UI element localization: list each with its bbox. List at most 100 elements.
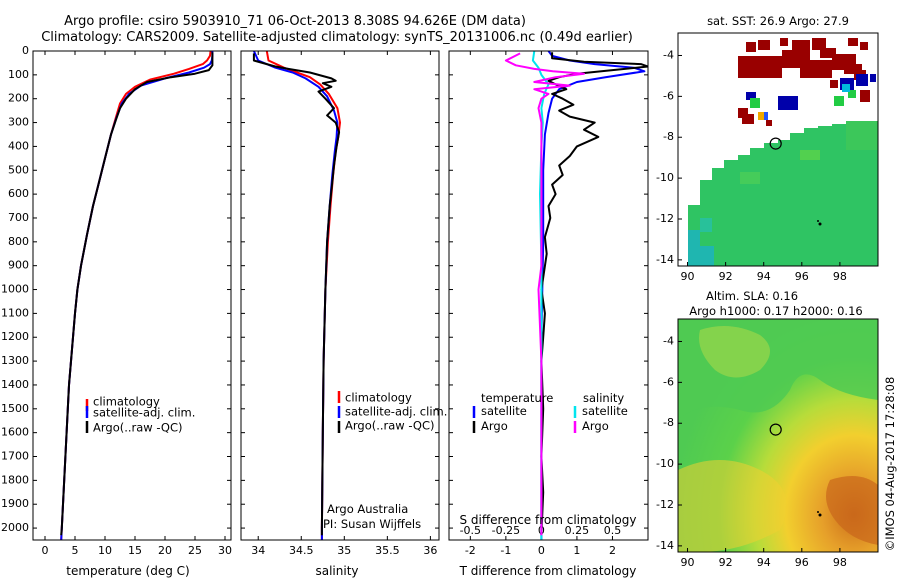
y-tick-label: 1900 [1, 497, 29, 510]
sla-map-frame [677, 318, 879, 553]
y-tick-label: 0 [22, 44, 29, 57]
legend-label-climatology: climatology [345, 391, 412, 405]
y-tick-label: 300 [8, 116, 29, 129]
y-tick-label: 2000 [1, 521, 29, 534]
temperature-legend: climatology satellite-adj. clim. Argo(..… [85, 395, 195, 435]
map-x-tick-label: 96 [795, 556, 809, 569]
map-y-tick-label: -12 [656, 212, 674, 225]
y-tick-label: 600 [8, 187, 29, 200]
y-tick-label: 100 [8, 68, 29, 81]
sst-map-title: sat. SST: 26.9 Argo: 27.9 [707, 14, 849, 28]
difference-panel: -2 -1 0 1 2-0.5 -0.25 0 0.25 0.5 T difference fr… [448, 50, 649, 578]
y-tick-label: 500 [8, 163, 29, 176]
map-y-tick-label: -8 [663, 416, 674, 429]
x-tick-label: 5 [72, 544, 79, 557]
map-x-tick-label: 96 [795, 270, 809, 283]
map-x-tick-label: 98 [833, 270, 847, 283]
argo-position-marker [769, 137, 782, 150]
x-tick-label: 10 [98, 544, 112, 557]
legend-label-S-argo: Argo [582, 419, 609, 433]
y-tick-label: 1100 [1, 306, 29, 319]
map-y-tick-label: -10 [656, 171, 674, 184]
sla-map-ticks: 90 92 94 96 98 -4 -6 -8 -10 -12 -14 [656, 334, 847, 569]
figure-title-line2: Climatology: CARS2009. Satellite-adjuste… [41, 30, 633, 45]
legend-label-satellite: satellite-adj. clim. [93, 406, 195, 420]
y-tick-label: 1500 [1, 402, 29, 415]
legend-label-T-satellite: satellite [481, 404, 527, 418]
salinity-axes-frame [240, 50, 440, 541]
y-tick-label: 800 [8, 235, 29, 248]
map-y-tick-label: -4 [663, 48, 674, 61]
map-y-tick-label: -14 [656, 539, 674, 552]
difference-xlabel-S: S difference from climatology [460, 513, 637, 527]
s-tick-label: 0.5 [604, 524, 622, 537]
s-tick-label: -0.5 [460, 524, 481, 537]
y-tick-label: 900 [8, 259, 29, 272]
sla-map-field [678, 319, 878, 552]
series-satellite-adj-clim- [60, 51, 214, 540]
legend-label-satellite: satellite-adj. clim. [345, 405, 447, 419]
sst-map-frame [677, 32, 879, 267]
temperature-panel: 0 5 10 15 20 25 300100200300400500600700800900… [1, 44, 232, 578]
temperature-xlabel: temperature (deg C) [66, 564, 189, 578]
x-tick-label: 30 [218, 544, 232, 557]
map-x-tick-label: 90 [681, 270, 695, 283]
difference-xlabel-T: T difference from climatology [459, 564, 637, 578]
map-y-tick-label: -6 [663, 375, 674, 388]
y-tick-label: 1400 [1, 378, 29, 391]
difference-legend: temperature salinity satellite Argo sate… [472, 391, 628, 433]
x-tick-label: 34 [251, 544, 265, 557]
y-tick-label: 1300 [1, 354, 29, 367]
map-y-tick-label: -10 [656, 457, 674, 470]
series-s-argo [504, 52, 585, 536]
series-argo [252, 53, 341, 536]
imos-credit: ©IMOS 04-Aug-2017 17:28:08 [883, 377, 897, 552]
map-y-tick-label: -14 [656, 253, 674, 266]
sst-map-ticks: 90 92 94 96 98 -4 -6 -8 -10 -12 -14 [656, 48, 847, 283]
map-y-tick-label: -6 [663, 89, 674, 102]
map-x-tick-label: 92 [719, 270, 733, 283]
series-t-argo [540, 52, 648, 536]
map-x-tick-label: 92 [719, 556, 733, 569]
legend-label-climatology: climatology [93, 395, 160, 409]
y-tick-label: 1700 [1, 450, 29, 463]
difference-series [504, 51, 648, 540]
pi-label: PI: Susan Wijffels [323, 517, 421, 531]
difference-axes-frame [448, 50, 649, 541]
y-tick-label: 400 [8, 139, 29, 152]
x-tick-label: 20 [158, 544, 172, 557]
sst-map-panel: sat. SST: 26.9 Argo: 27.9 [656, 14, 879, 283]
s-tick-label: 0.25 [565, 524, 590, 537]
y-tick-label: 700 [8, 211, 29, 224]
difference-ticks: -2 -1 0 1 2-0.5 -0.25 0 0.25 0.5 [449, 50, 648, 557]
map-x-tick-label: 90 [681, 556, 695, 569]
x-tick-label: -1 [500, 544, 511, 557]
salinity-panel: 34 34.5 35 35.5 36 salinity climatology sate… [240, 50, 447, 578]
map-x-tick-label: 98 [833, 556, 847, 569]
legend-header-salinity: salinity [583, 391, 624, 405]
y-tick-label: 200 [8, 92, 29, 105]
sla-map-title-2: Argo h1000: 0.17 h2000: 0.16 [689, 304, 862, 318]
temperature-ticks: 0 5 10 15 20 25 300100200300400500600700800900… [1, 44, 232, 557]
y-tick-label: 1000 [1, 283, 29, 296]
map-y-tick-label: -8 [663, 130, 674, 143]
series-argo [60, 52, 214, 536]
legend-label-argo: Argo(..raw -QC) [93, 421, 183, 435]
x-tick-label: 1 [573, 544, 580, 557]
argo-track [817, 220, 822, 226]
x-tick-label: 36 [423, 544, 437, 557]
x-tick-label: 25 [188, 544, 202, 557]
salinity-xlabel: salinity [315, 564, 358, 578]
legend-label-argo: Argo(..raw -QC) [345, 419, 435, 433]
sla-map-panel: Altim. SLA: 0.16 Argo h1000: 0.17 h2000:… [656, 289, 879, 569]
series-climatology [60, 51, 212, 540]
map-y-tick-label: -4 [663, 334, 674, 347]
salinity-legend: climatology satellite-adj. clim. Argo(..… [337, 391, 447, 433]
series-climatology [265, 51, 341, 540]
y-tick-label: 1800 [1, 473, 29, 486]
temperature-axes-frame [32, 50, 232, 541]
x-tick-label: 0 [42, 544, 49, 557]
figure-title-line1: Argo profile: csiro 5903910_71 06-Oct-20… [64, 14, 526, 29]
s-tick-label: -0.25 [492, 524, 520, 537]
